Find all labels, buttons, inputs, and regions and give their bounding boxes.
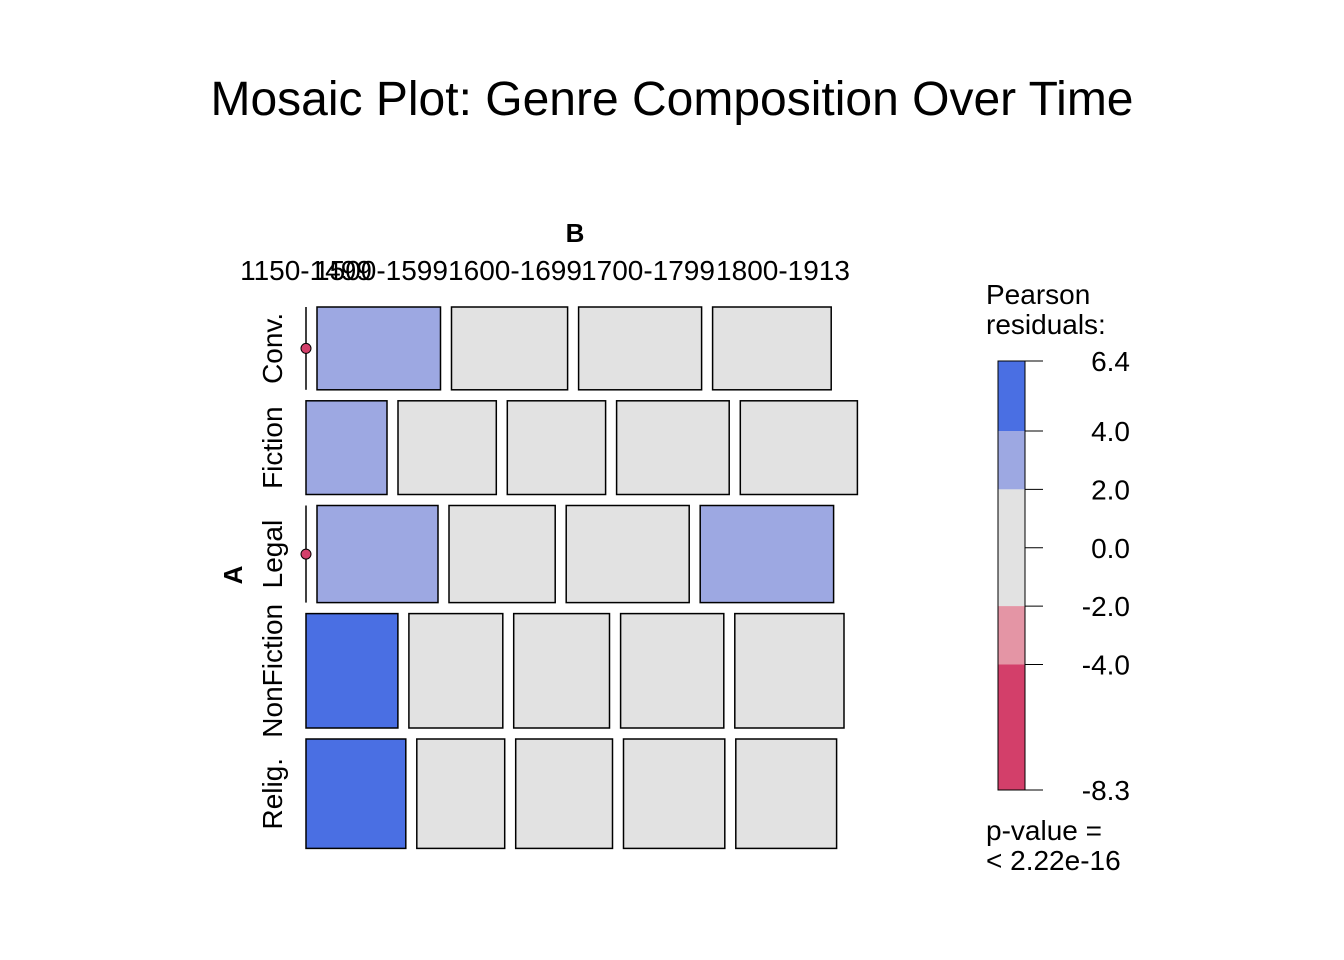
legend-title-line-1: Pearson	[986, 279, 1090, 310]
legend-color-bar	[997, 360, 1026, 791]
tile-relig-1500-1599	[416, 738, 506, 850]
tile-conv-1500-1599	[316, 306, 442, 391]
legend-ticks: 6.4 4.0 2.0 0.0 -2.0 -4.0 -8.3	[1025, 346, 1130, 806]
legend-tick-label: 2.0	[1091, 474, 1130, 505]
tile-nonfiction-1500-1599	[408, 612, 504, 729]
tile-conv-1700-1799	[577, 306, 703, 391]
column-label-1150-1499: 1150-1499	[240, 255, 372, 286]
tile-fiction-1150-1499	[305, 400, 388, 496]
tile-legal-1600-1699	[448, 504, 556, 604]
row-label-nonfiction: NonFiction	[257, 604, 288, 738]
legend-tick-label: 0.0	[1091, 533, 1130, 564]
legend-band-0	[998, 361, 1025, 431]
tile-relig-1800-1913	[735, 738, 838, 850]
mosaic-tiles	[300, 306, 859, 850]
legend-tick-label: -8.3	[1082, 775, 1130, 806]
tile-conv-1600-1699	[450, 306, 569, 391]
zero-cell-marker-legal	[300, 548, 312, 560]
chart-title: Mosaic Plot: Genre Composition Over Time	[211, 73, 1134, 126]
column-variable-label: B	[566, 218, 585, 248]
legend-band-1	[998, 431, 1025, 490]
tile-nonfiction-1600-1699	[512, 612, 611, 729]
row-labels: Conv. Fiction Legal NonFiction Relig.	[257, 313, 288, 830]
tile-legal-1800-1913	[699, 504, 835, 604]
row-label-relig: Relig.	[257, 758, 288, 830]
tile-legal-1500-1599	[316, 504, 439, 604]
legend-tick-label: 4.0	[1091, 416, 1130, 447]
tile-fiction-1700-1799	[615, 400, 730, 496]
zero-cell-marker-conv	[300, 342, 312, 354]
tile-fiction-1800-1913	[739, 400, 859, 496]
pvalue-line-1: p-value =	[986, 815, 1102, 846]
legend-tick-label: 6.4	[1091, 346, 1130, 377]
tile-relig-1600-1699	[514, 738, 614, 850]
tile-fiction-1600-1699	[506, 400, 607, 496]
column-label-1600-1699: 1600-1699	[448, 255, 582, 286]
tile-nonfiction-1150-1499	[305, 612, 399, 729]
tile-nonfiction-1800-1913	[734, 612, 845, 729]
tile-relig-1150-1499	[305, 738, 407, 850]
legend-bar-outline	[997, 360, 1026, 791]
tile-fiction-1500-1599	[397, 400, 498, 496]
row-label-fiction: Fiction	[257, 406, 288, 488]
legend-band-4	[998, 664, 1025, 790]
row-variable-label: A	[218, 565, 248, 584]
column-label-1700-1799: 1700-1799	[581, 255, 715, 286]
legend-title-line-2: residuals:	[986, 309, 1106, 340]
legend-band-3	[998, 606, 1025, 665]
tile-nonfiction-1700-1799	[619, 612, 725, 729]
column-label-1800-1913: 1800-1913	[716, 255, 850, 286]
row-label-legal: Legal	[257, 520, 288, 589]
pvalue-line-2: < 2.22e-16	[986, 845, 1121, 876]
legend-tick-label: -2.0	[1082, 591, 1130, 622]
tile-conv-1800-1913	[711, 306, 832, 391]
tile-relig-1700-1799	[622, 738, 726, 850]
legend-band-2	[998, 489, 1025, 607]
column-label-1500-1599: 1500-1599	[314, 255, 448, 286]
legend-tick-label: -4.0	[1082, 650, 1130, 681]
residuals-legend: Pearson residuals: 6.4 4.0 2.0 0.0 -2.0 -4.0 -…	[986, 279, 1130, 876]
row-label-conv: Conv.	[257, 313, 288, 384]
tile-legal-1700-1799	[565, 504, 690, 604]
